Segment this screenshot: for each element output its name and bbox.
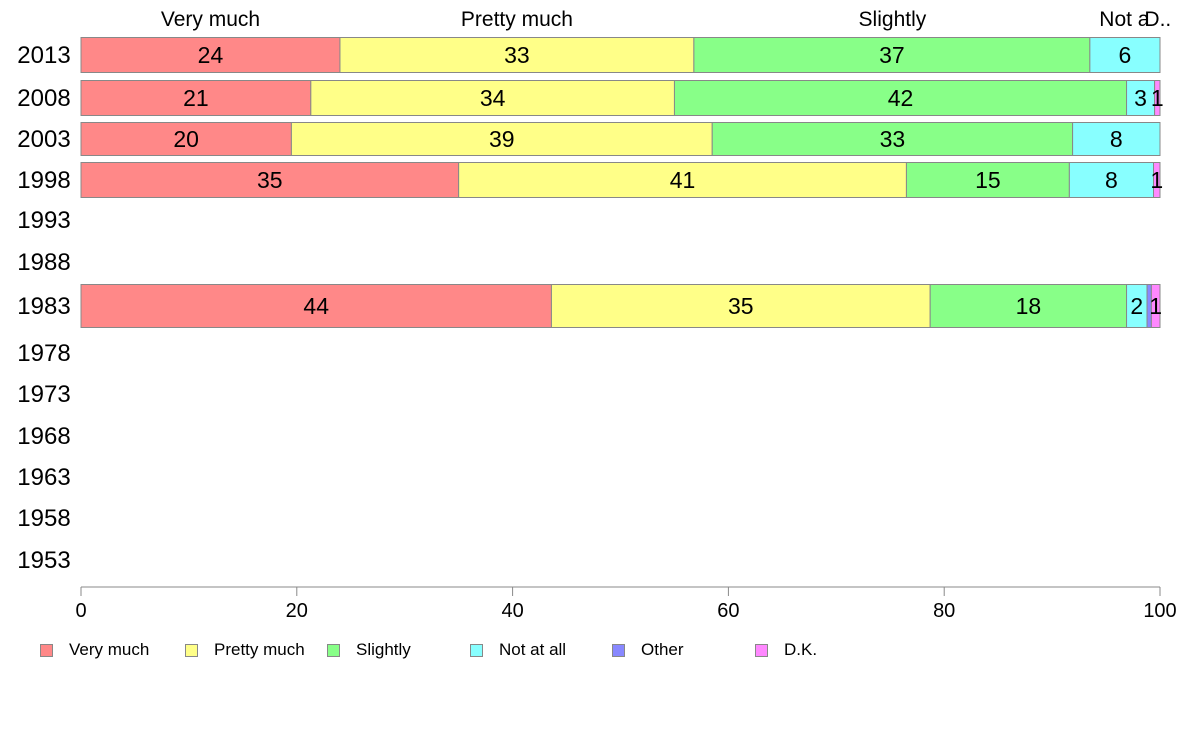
bar-segment [80, 122, 292, 156]
bar-segment [550, 284, 931, 328]
y-tick-label: 1973 [17, 381, 70, 408]
legend-label: Very much [69, 640, 150, 659]
legend-item: Not at all [470, 636, 566, 664]
bar-segment [80, 37, 341, 73]
bar-segment [80, 80, 312, 116]
bar-segment [80, 162, 460, 198]
data-label: 8 [1105, 167, 1118, 193]
bar-segment [1153, 162, 1161, 198]
y-tick-label: 1968 [17, 423, 70, 450]
x-tick-label: 20 [286, 600, 308, 622]
top-series-label: Very much [161, 8, 260, 31]
data-label: 2 [1130, 293, 1143, 319]
data-label: 3 [1134, 85, 1147, 111]
x-tick-label: 100 [1143, 600, 1176, 622]
data-label: 44 [303, 293, 329, 319]
bar-segment [1150, 284, 1161, 328]
data-label: 8 [1110, 126, 1123, 152]
bar-segment [310, 80, 675, 116]
legend-label: D.K. [784, 640, 818, 659]
legend-swatch [40, 643, 53, 657]
legend-swatch [755, 643, 768, 657]
legend-label: Not at all [499, 640, 567, 659]
y-tick-label: 1953 [17, 547, 70, 574]
bar-segment [80, 284, 552, 328]
y-tick-label: 1983 [17, 293, 70, 320]
legend-item: D.K. [755, 636, 817, 664]
legend-swatch [470, 643, 483, 657]
y-tick-label: 2013 [17, 42, 70, 69]
legend-item: Pretty much [185, 636, 305, 664]
bar-segment [1154, 80, 1161, 116]
bar-segment [905, 162, 1070, 198]
bar-segment [1089, 37, 1161, 73]
top-series-label: Not a [1099, 8, 1150, 31]
data-label: 39 [489, 126, 515, 152]
y-tick-label: 1963 [17, 464, 70, 491]
bar-segment [1072, 122, 1161, 156]
data-label: 34 [480, 85, 506, 111]
data-label: 18 [1016, 293, 1042, 319]
bar-segment [673, 80, 1128, 116]
y-tick-label: 2008 [17, 85, 70, 112]
x-tick-label: 0 [75, 600, 86, 622]
data-label: 33 [504, 42, 530, 68]
legend-swatch [185, 643, 198, 657]
data-label: 20 [173, 126, 199, 152]
bar-segment [929, 284, 1128, 328]
data-label: 1 [1151, 85, 1164, 111]
top-series-label: Slightly [859, 8, 927, 31]
bar-segment [290, 122, 713, 156]
data-label: 24 [198, 42, 224, 68]
data-label: 15 [975, 167, 1001, 193]
top-series-label: D.. [1144, 8, 1171, 31]
data-label: 37 [879, 42, 905, 68]
data-label: 42 [888, 85, 914, 111]
data-label: 1 [1149, 293, 1162, 319]
data-label: 33 [880, 126, 906, 152]
legend-swatch [612, 643, 625, 657]
bar-segment [711, 122, 1074, 156]
bar-segment [458, 162, 907, 198]
legend-label: Slightly [356, 640, 411, 659]
legend-item: Slightly [327, 636, 411, 664]
data-label: 21 [183, 85, 209, 111]
legend-item: Other [612, 636, 684, 664]
bar-segment [1126, 80, 1156, 116]
chart-legend: Very much Pretty much Slightly Not at all Ot… [0, 636, 1188, 664]
legend-label: Other [641, 640, 684, 659]
data-label: 1 [1150, 167, 1163, 193]
y-tick-label: 1958 [17, 505, 70, 532]
y-tick-label: 1998 [17, 167, 70, 194]
bar-segment [693, 37, 1091, 73]
x-tick-label: 80 [933, 600, 955, 622]
bar-segment [339, 37, 695, 73]
legend-swatch [327, 643, 340, 657]
legend-item: Very much [40, 636, 149, 664]
x-tick-label: 60 [717, 600, 739, 622]
data-label: 35 [728, 293, 754, 319]
y-tick-label: 1993 [17, 207, 70, 234]
data-label: 6 [1119, 42, 1132, 68]
y-tick-label: 1978 [17, 340, 70, 367]
y-tick-label: 2003 [17, 126, 70, 153]
legend-label: Pretty much [214, 640, 305, 659]
data-label: 35 [257, 167, 283, 193]
data-label: 41 [670, 167, 696, 193]
top-series-label: Pretty much [461, 8, 573, 31]
x-tick-label: 40 [501, 600, 523, 622]
y-tick-label: 1988 [17, 249, 70, 276]
